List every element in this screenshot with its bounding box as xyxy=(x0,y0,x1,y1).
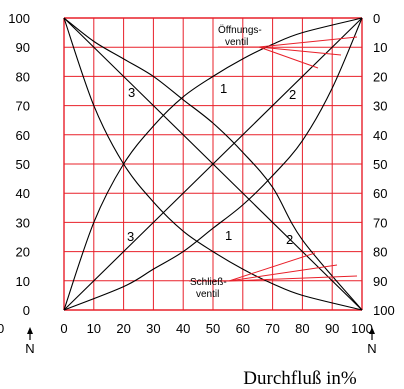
tick-labels: 0 10 20 30 40 50 60 70 80 90 100010203040506070809… xyxy=(0,11,395,356)
y-left-tick-label: 30 xyxy=(16,215,30,230)
x-axis-label: Durchfluß in% xyxy=(243,368,357,389)
x-tick-label: 10 xyxy=(87,321,101,336)
y-left-tick-label: 40 xyxy=(16,186,30,201)
x-tick-label: 100 xyxy=(351,321,373,336)
x-tick-label: 40 xyxy=(176,321,190,336)
annotation-text: Öffnungs- xyxy=(218,24,262,36)
direction-marker-label: N xyxy=(25,341,34,356)
direction-arrowhead-icon xyxy=(369,327,375,334)
curve-label: 2 xyxy=(286,232,293,247)
x-tick-label: 30 xyxy=(146,321,160,336)
series-close-1 xyxy=(63,17,363,311)
y-right-tick-label: 40 xyxy=(373,128,387,143)
y-left-tick-label: 60 xyxy=(16,128,30,143)
y-right-tick-label: 20 xyxy=(373,69,387,84)
series-close-2 xyxy=(63,17,363,311)
curves xyxy=(63,17,363,311)
x-tick-label: 70 xyxy=(265,321,279,336)
y-left-tick-label: 100 xyxy=(8,11,30,26)
series-close-3 xyxy=(63,17,363,311)
series-open-2 xyxy=(63,17,363,311)
x-tick-label: 0 xyxy=(60,321,67,336)
annotation-text: ventil xyxy=(196,289,219,300)
y-right-tick-label: 100 xyxy=(373,303,395,318)
y-right-tick-label: 90 xyxy=(373,274,387,289)
annotation-text: Schließ- xyxy=(190,277,227,288)
annotation-pointers xyxy=(189,36,358,282)
y-left-tick-label: 50 xyxy=(16,157,30,172)
annotation-pointer-line xyxy=(258,36,358,48)
annotation-pointer-line xyxy=(228,252,316,282)
x-tick-label: 50 xyxy=(206,321,220,336)
curve-label: 3 xyxy=(127,229,134,244)
curve-label: 3 xyxy=(128,85,135,100)
y-left-tick-label: 70 xyxy=(16,99,30,114)
x-tick-label: 80 xyxy=(295,321,309,336)
direction-arrowhead-icon xyxy=(27,327,33,334)
annotation-text: ventil xyxy=(225,37,248,48)
x-tick-label: 60 xyxy=(236,321,250,336)
y-left-tick-label: 10 xyxy=(16,274,30,289)
curve-label: 1 xyxy=(225,228,232,243)
annotation-pointer-line xyxy=(228,264,338,282)
y-right-tick-label: 70 xyxy=(373,215,387,230)
y-right-tick-label: 60 xyxy=(373,186,387,201)
curve-label: 2 xyxy=(289,87,296,102)
curve-label: 1 xyxy=(220,81,227,96)
y-right-tick-label: 0 xyxy=(373,11,380,26)
y-left-tick-label: 90 xyxy=(16,40,30,55)
y-right-tick-label: 10 xyxy=(373,40,387,55)
curve-labels: 1 2 3 1 2 3 xyxy=(127,81,296,247)
y-left-tick-label: 0 xyxy=(23,303,30,318)
annotation-pointer-line xyxy=(228,275,358,282)
y-right-tick-label: 80 xyxy=(373,245,387,260)
x-tick-label: 20 xyxy=(116,321,130,336)
direction-marker-label: N xyxy=(367,341,376,356)
y-right-tick-label: 50 xyxy=(373,157,387,172)
y-left-tick-label: 20 xyxy=(16,245,30,260)
left-axis-edge-label: 0 xyxy=(0,321,4,336)
y-right-tick-label: 30 xyxy=(373,99,387,114)
annotation-pointer-line xyxy=(258,46,342,56)
y-left-tick-label: 80 xyxy=(16,69,30,84)
annotation-pointer-line xyxy=(258,46,319,69)
x-tick-label: 90 xyxy=(325,321,339,336)
series-open-3 xyxy=(63,17,363,311)
